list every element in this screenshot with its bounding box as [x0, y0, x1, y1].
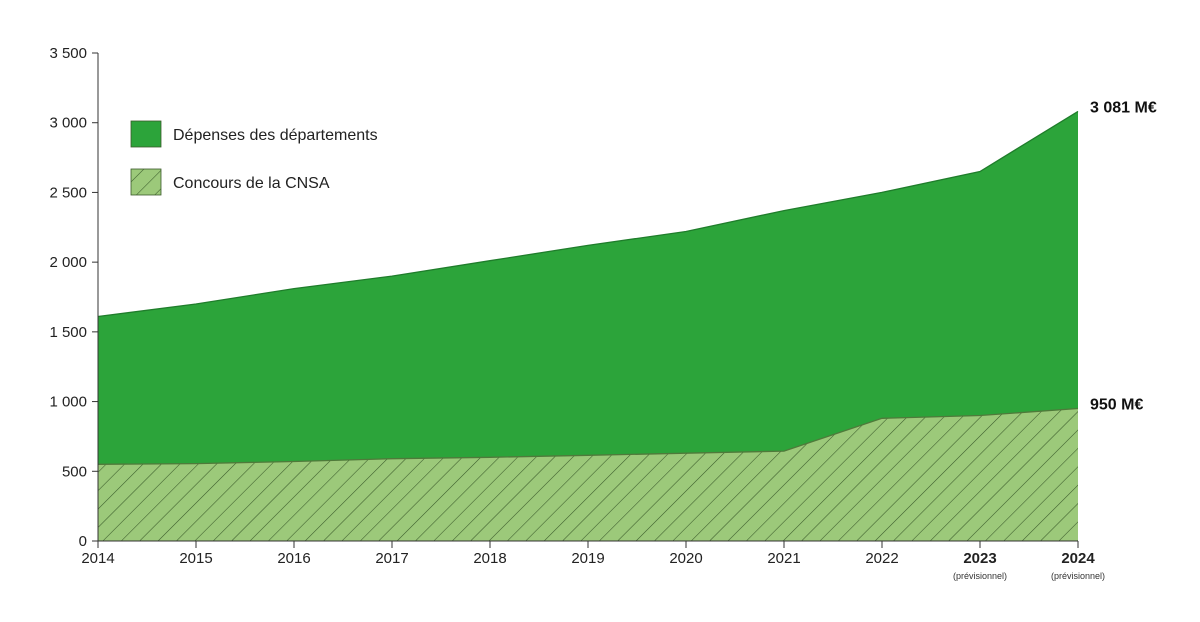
x-tick-label: 2024	[1061, 550, 1095, 567]
x-tick-label: 2022	[865, 550, 898, 567]
legend-label-depenses-des-departements: Dépenses des départements	[173, 127, 378, 144]
series-line-depenses-des-departements	[97, 110, 1079, 318]
series-line-concours-de-la-cnsa	[97, 407, 1079, 465]
x-tick-label: 2020	[669, 550, 702, 567]
y-tick-label: 2 000	[49, 254, 87, 271]
axes: 0 500 1 000 1 500 2 000 2 500 3 000 3 500 2014 20…	[49, 45, 1105, 581]
x-tick-label: 2023	[963, 550, 996, 567]
y-tick-label: 1 000	[49, 394, 87, 411]
legend-label-concours-de-la-cnsa: Concours de la CNSA	[173, 175, 330, 192]
x-tick-label: 2014	[81, 550, 114, 567]
end-label-concours-de-la-cnsa: 950 M€	[1090, 397, 1143, 414]
y-tick-label: 3 000	[49, 115, 87, 132]
y-tick-label: 2 500	[49, 184, 87, 201]
x-tick-label: 2017	[375, 550, 408, 567]
area-concours-de-la-cnsa	[98, 408, 1078, 541]
legend-swatch-depenses-des-departements	[130, 120, 162, 148]
x-tick-label: 2021	[767, 550, 800, 567]
x-tick-label: 2016	[277, 550, 310, 567]
end-labels: 3 081 M€ 950 M€	[1090, 99, 1157, 413]
plot-areas	[97, 110, 1079, 542]
x-tick-label: 2019	[571, 550, 604, 567]
y-tick-label: 0	[79, 533, 87, 550]
end-label-depenses-des-departements: 3 081 M€	[1090, 99, 1157, 116]
x-tick-note: (prévisionnel)	[953, 571, 1007, 581]
x-tick-note: (prévisionnel)	[1051, 571, 1105, 581]
x-tick-label: 2015	[179, 550, 212, 567]
y-tick-label: 500	[62, 463, 87, 480]
legend-swatch-concours-de-la-cnsa	[130, 168, 162, 196]
area-depenses-des-departements	[98, 111, 1078, 542]
y-tick-label: 1 500	[49, 324, 87, 341]
legend: Dépenses des départements Concours de la …	[130, 120, 378, 196]
y-tick-label: 3 500	[49, 45, 87, 62]
x-tick-label: 2018	[473, 550, 506, 567]
